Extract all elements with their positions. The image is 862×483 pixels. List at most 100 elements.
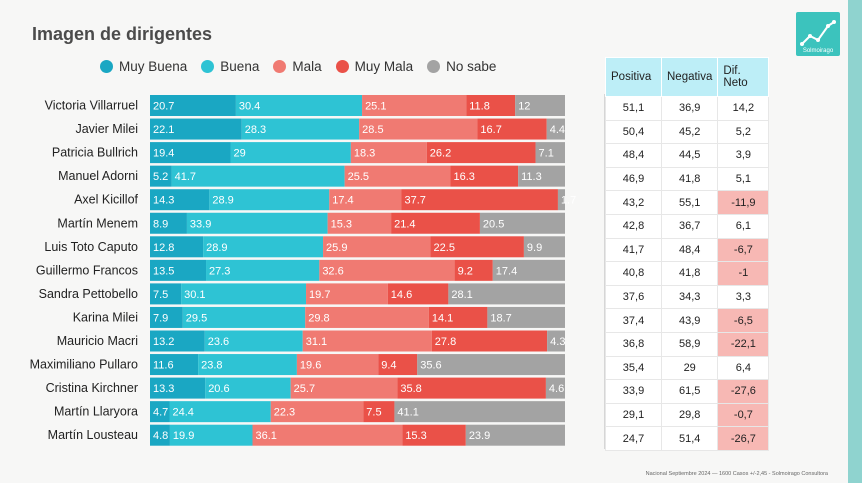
data-label: 7.5 [153,289,168,301]
data-label: 4.6 [549,383,564,395]
bar-segment [150,306,183,328]
bar-row: Maximiliano Pullaro 11.6 23.8 19.6 9.4 35.6 [30,354,565,376]
bar-segment [302,330,432,352]
table-row: 51,1 36,9 14,2 [605,96,770,121]
cell-negativa: 34,3 [660,284,719,310]
table-row: 43,2 55,1 -11,9 [605,190,770,215]
category-label: Victoria Villarruel [45,99,138,113]
bar-segment [465,424,565,446]
header-positiva: Positiva [605,57,662,97]
category-label: Mauricio Macri [57,334,138,348]
bar-segment [492,259,565,281]
bar-segment [431,330,548,352]
table-row: 24,7 51,4 -26,7 [605,426,770,451]
bar-segment [363,401,395,423]
category-label: Cristina Kirchner [46,381,138,395]
data-label: 28.9 [206,242,227,254]
cell-dif-neto: 6,4 [717,355,770,381]
table-body: 51,1 36,9 14,2 50,4 45,2 5,2 48,4 44,5 3,9 46,9 41… [605,96,770,451]
data-label: 7.9 [153,312,168,324]
bar-segment [270,401,364,423]
data-label: 21.4 [394,218,415,230]
data-label: 7.1 [539,148,554,160]
bar-segment [545,377,565,399]
cell-negativa: 61,5 [660,379,719,404]
table-row: 46,9 41,8 5,1 [605,166,770,192]
table-row: 29,1 29,8 -0,7 [605,402,770,428]
data-label: 31.1 [306,336,327,348]
cell-positiva: 46,9 [605,166,662,192]
data-label: 13.5 [153,265,174,277]
data-label: 32.6 [322,265,343,277]
data-label: 20.5 [483,218,504,230]
data-label: 29 [234,148,246,160]
data-label: 23.9 [469,430,490,442]
cell-dif-neto: -22,1 [717,331,770,357]
data-label: 20.7 [153,101,174,113]
data-label: 12 [518,101,530,113]
data-label: 23.6 [208,336,229,348]
bar-segment [252,424,403,446]
table-row: 41,7 48,4 -6,7 [605,237,770,263]
category-label: Axel Kicillof [74,193,138,207]
bar-row: Patricia Bullrich 19.4 29 18.3 26.2 7.1 [52,142,565,164]
bar-segment [391,212,480,234]
cell-dif-neto: 3,9 [717,143,770,168]
data-label: 23.8 [201,360,222,372]
cell-positiva: 40,8 [605,261,662,286]
brand-logo-text: Solmoirago [802,48,834,54]
legend-item-mala: Mala [273,59,322,74]
data-label: 35.6 [420,360,441,372]
category-label: Guillermo Francos [36,263,138,277]
data-label: 11.6 [153,360,174,372]
data-label: 28.3 [245,124,266,136]
table-row: 37,4 43,9 -6,5 [605,308,770,333]
bar-row: Mauricio Macri 13.2 23.6 31.1 27.8 4.3 [57,330,565,352]
data-label: 1.7 [561,195,576,207]
data-label: 27.8 [435,336,456,348]
data-label: 28.9 [212,195,233,207]
cell-dif-neto: 5,1 [717,166,770,192]
bar-row: Guillermo Francos 13.5 27.3 32.6 9.2 17.4 [36,259,565,281]
legend-label-buena: Buena [220,59,260,74]
category-label: Maximiliano Pullaro [30,358,138,372]
header-negativa: Negativa [660,57,719,97]
data-label: 14.1 [432,312,453,324]
cell-positiva: 48,4 [605,143,662,168]
legend-label-muy-buena: Muy Buena [119,59,188,74]
data-label: 22.3 [274,407,295,419]
data-label: 28.1 [451,289,472,301]
legend-label-no-sabe: No sabe [446,59,497,74]
bar-segment [323,236,431,258]
bar-segment [397,377,546,399]
category-label: Karina Milei [73,310,138,324]
table-row: 35,4 29 6,4 [605,355,770,381]
bar-segment [466,95,516,116]
bar-segment [327,212,392,234]
bar-segment [401,189,558,211]
bar-row: Javier Milei 22.1 28.3 28.5 16.7 4.4 [75,118,565,140]
category-label: Manuel Adorni [58,169,138,183]
bar-segment [378,354,418,376]
data-label: 24.4 [173,407,194,419]
data-label: 27.3 [209,265,230,277]
cell-positiva: 33,9 [605,379,662,404]
bar-segment [329,189,402,211]
bar-segment [518,165,565,187]
bar-segment [479,212,565,234]
bar-segment [204,330,303,352]
bar-segment [150,259,207,281]
data-label: 33.9 [190,218,211,230]
bar-row: Martín Llaryora 4.7 24.4 22.3 7.5 41.1 [54,401,565,423]
bar-segment [546,118,565,140]
bar-segment [241,118,360,140]
bar-segment [150,212,187,234]
data-label: 17.4 [496,265,517,277]
bar-segment [150,424,170,446]
cell-positiva: 35,4 [605,355,662,381]
cell-dif-neto: 3,3 [717,284,770,310]
cell-negativa: 45,2 [660,119,719,145]
legend-label-mala: Mala [292,59,322,74]
stacked-bar-chart: Victoria Villarruel 20.7 30.4 25.1 11.8 12 Jav… [29,95,576,446]
bar-segment [206,259,320,281]
